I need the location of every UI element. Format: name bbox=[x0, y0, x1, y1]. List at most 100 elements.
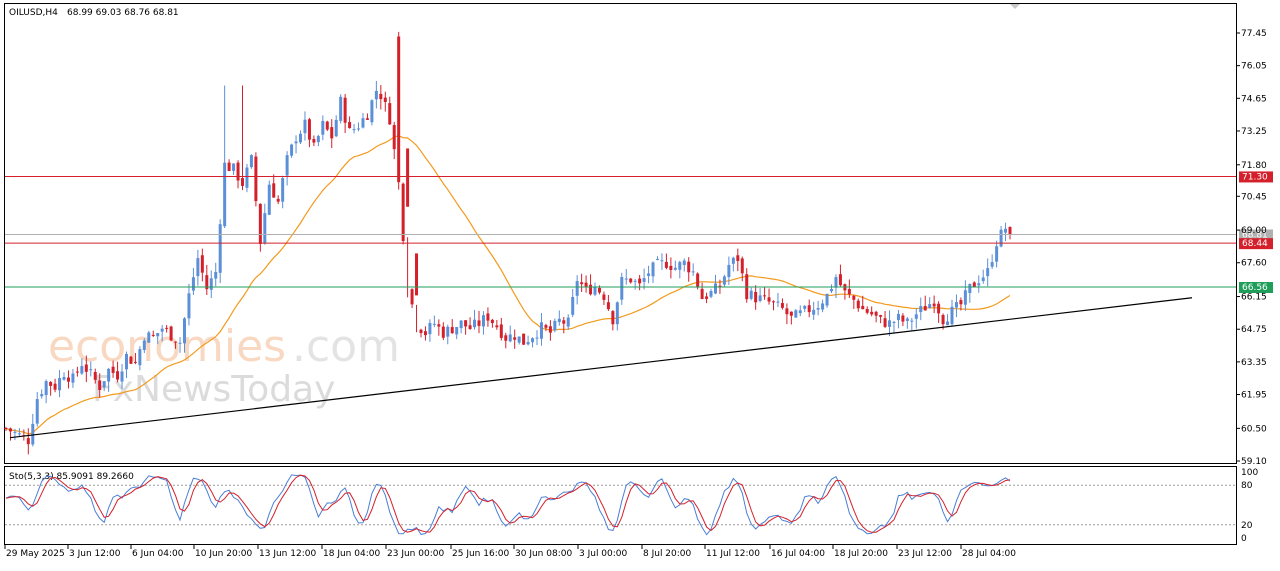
candle bbox=[780, 298, 784, 310]
level-label: 68.81 bbox=[1242, 231, 1268, 241]
candle bbox=[285, 151, 289, 186]
candle bbox=[138, 346, 142, 371]
candle bbox=[651, 261, 655, 283]
candle bbox=[950, 299, 954, 327]
stoch-signal-line bbox=[5, 474, 1011, 533]
candle bbox=[4, 426, 8, 432]
candle bbox=[75, 366, 79, 377]
candle bbox=[763, 286, 767, 300]
candle-body bbox=[223, 162, 227, 227]
x-tick-label: 3 Jun 12:00 bbox=[69, 549, 121, 559]
candle bbox=[1004, 222, 1008, 242]
candle bbox=[71, 368, 75, 388]
candle-body bbox=[316, 136, 320, 143]
candle-body bbox=[370, 100, 374, 123]
candle bbox=[258, 203, 262, 252]
candle bbox=[116, 361, 120, 383]
candle bbox=[495, 319, 499, 330]
candle-body bbox=[58, 378, 62, 391]
candle-body bbox=[995, 246, 999, 262]
candle bbox=[397, 31, 401, 190]
y-tick-label: 63.35 bbox=[1241, 358, 1267, 368]
candle bbox=[557, 310, 561, 326]
candle-body bbox=[874, 311, 878, 316]
candle bbox=[49, 381, 53, 396]
candle-body bbox=[981, 277, 985, 282]
candle-body bbox=[352, 129, 356, 131]
candle bbox=[713, 274, 717, 295]
candle-body bbox=[419, 329, 423, 334]
candle-body bbox=[62, 377, 66, 380]
candle bbox=[307, 117, 311, 148]
candle bbox=[147, 330, 151, 343]
candle bbox=[423, 326, 427, 341]
candle bbox=[450, 319, 454, 334]
candle bbox=[227, 159, 231, 172]
candle-body bbox=[365, 118, 369, 120]
candle bbox=[620, 272, 624, 305]
candle bbox=[901, 313, 905, 327]
y-tick-label: 77.45 bbox=[1241, 29, 1267, 39]
candle bbox=[508, 325, 512, 343]
candle-body bbox=[240, 178, 244, 186]
candle bbox=[539, 313, 543, 346]
candle-body bbox=[267, 184, 271, 215]
candle bbox=[910, 317, 914, 331]
stoch-level-label: 0 bbox=[1241, 534, 1247, 544]
candle-body bbox=[294, 141, 298, 144]
candle bbox=[343, 94, 347, 133]
candle bbox=[299, 130, 303, 145]
candle-body bbox=[1008, 227, 1012, 235]
candle-body bbox=[852, 295, 856, 300]
candle-body bbox=[548, 326, 552, 333]
candle-body bbox=[321, 120, 325, 135]
candle-body bbox=[477, 320, 481, 326]
candle-body bbox=[575, 281, 579, 296]
candle bbox=[294, 135, 298, 154]
candle bbox=[812, 301, 816, 320]
candle bbox=[415, 253, 419, 333]
x-tick-label: 18 Jun 04:00 bbox=[323, 549, 380, 559]
candle-body bbox=[914, 314, 918, 319]
candle bbox=[736, 248, 740, 272]
candle-body bbox=[834, 277, 838, 288]
candle-body bbox=[919, 306, 923, 313]
candle bbox=[794, 308, 798, 318]
candle bbox=[968, 283, 972, 303]
candle-body bbox=[785, 308, 789, 315]
candle-body bbox=[133, 361, 137, 363]
candle-body bbox=[187, 293, 191, 319]
candle-body bbox=[611, 311, 615, 325]
watermark-economies-suffix: .com bbox=[292, 321, 400, 372]
candle bbox=[830, 284, 834, 294]
candle bbox=[441, 322, 445, 341]
candle-body bbox=[629, 278, 633, 283]
candle bbox=[281, 175, 285, 209]
candle-body bbox=[624, 278, 628, 280]
candle-body bbox=[388, 103, 392, 125]
candle-body bbox=[888, 320, 892, 327]
candle bbox=[111, 360, 115, 378]
candle bbox=[303, 111, 307, 141]
candle-body bbox=[999, 229, 1003, 247]
candle-body bbox=[357, 128, 361, 130]
candle bbox=[562, 317, 566, 334]
candle-body bbox=[713, 283, 717, 294]
candle bbox=[624, 268, 628, 285]
candle-body bbox=[330, 127, 334, 139]
candle-body bbox=[325, 121, 329, 130]
candle-body bbox=[803, 305, 807, 309]
candle bbox=[473, 309, 477, 330]
level-label: 68.44 bbox=[1242, 239, 1268, 249]
candle bbox=[209, 270, 213, 299]
candle bbox=[923, 295, 927, 311]
candle-body bbox=[990, 262, 994, 267]
candle-body bbox=[249, 155, 253, 168]
candle-body bbox=[169, 326, 173, 341]
candle-body bbox=[700, 288, 704, 300]
candle bbox=[499, 317, 503, 341]
scroll-marker-icon[interactable] bbox=[1010, 4, 1020, 9]
x-tick-label: 29 May 2025 bbox=[6, 549, 65, 559]
candle-body bbox=[383, 97, 387, 103]
candle-body bbox=[1004, 228, 1008, 233]
